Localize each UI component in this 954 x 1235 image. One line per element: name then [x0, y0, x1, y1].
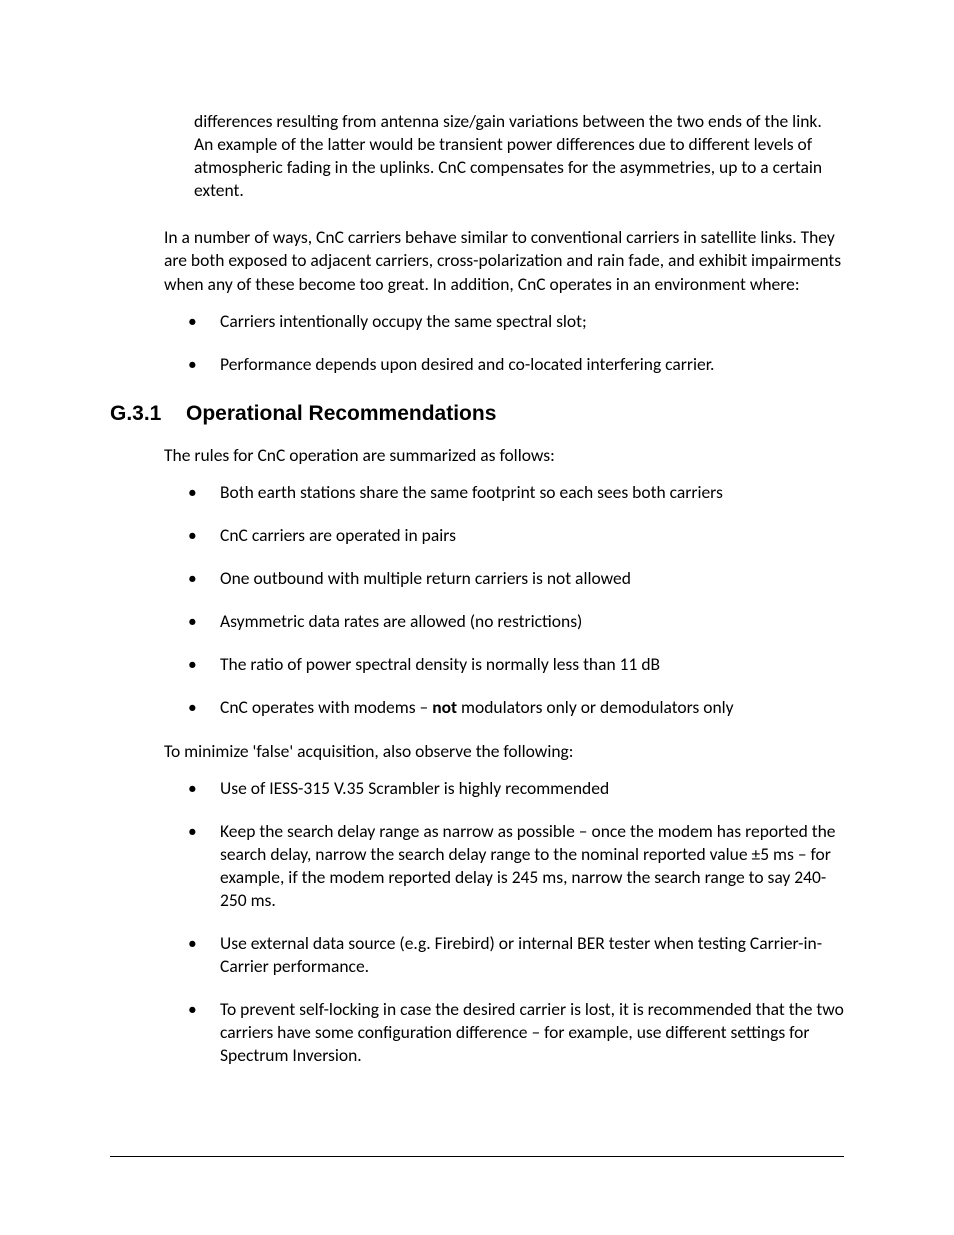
body-paragraph: In a number of ways, CnC carriers behave… [164, 226, 844, 295]
list-item: To prevent self-locking in case the desi… [164, 998, 844, 1067]
list-item: Performance depends upon desired and co-… [164, 353, 844, 376]
list-item: Use external data source (e.g. Firebird)… [164, 932, 844, 978]
list-item: Use of IESS-315 V.35 Scrambler is highly… [164, 777, 844, 800]
list-item: One outbound with multiple return carrie… [164, 567, 844, 590]
list-item: Keep the search delay range as narrow as… [164, 820, 844, 912]
bullet-list-rules: Both earth stations share the same footp… [164, 481, 844, 720]
list-item: The ratio of power spectral density is n… [164, 653, 844, 676]
bullet-list-false-acq: Use of IESS-315 V.35 Scrambler is highly… [164, 777, 844, 1068]
footer-rule [110, 1156, 844, 1157]
text-run: modulators only or demodulators only [457, 696, 734, 718]
bold-text: not [432, 696, 457, 718]
section-title: Operational Recommendations [186, 402, 496, 425]
list-item: Asymmetric data rates are allowed (no re… [164, 610, 844, 633]
section-heading: G.3.1Operational Recommendations [110, 402, 844, 426]
document-page: differences resulting from antenna size/… [0, 0, 954, 1235]
list-item: CnC carriers are operated in pairs [164, 524, 844, 547]
intro-paragraph: The rules for CnC operation are summariz… [164, 444, 844, 467]
section-number: G.3.1 [110, 402, 186, 426]
bullet-list-environment: Carriers intentionally occupy the same s… [164, 310, 844, 376]
list-item: Both earth stations share the same footp… [164, 481, 844, 504]
continuation-paragraph: differences resulting from antenna size/… [194, 110, 844, 202]
list-item: CnC operates with modems – not modulator… [164, 696, 844, 719]
text-run: CnC operates with modems – [220, 696, 432, 718]
list-item: Carriers intentionally occupy the same s… [164, 310, 844, 333]
intro-paragraph: To minimize 'false' acquisition, also ob… [164, 740, 844, 763]
